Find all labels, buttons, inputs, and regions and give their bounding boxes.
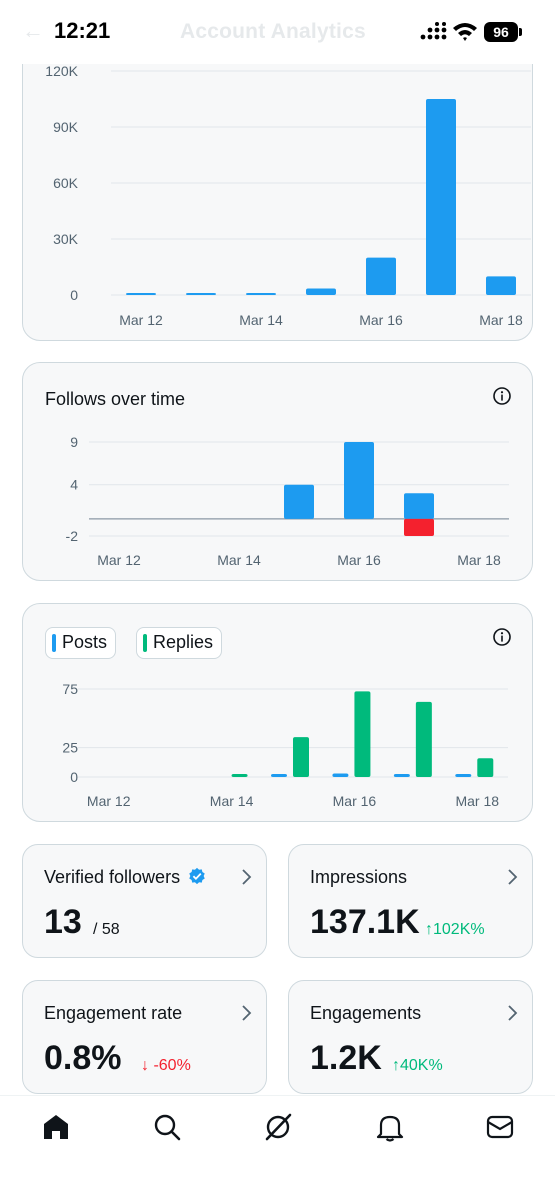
impressions-chart-card: 0 30K 60K 90K 120K Mar 12 Mar 14 Mar 16 Mar 18	[22, 20, 533, 341]
x-tick-label: Mar 16	[333, 793, 377, 809]
x-tick-label: Mar 12	[87, 793, 131, 809]
bar	[426, 99, 456, 295]
x-tick-label: Mar 18	[479, 312, 523, 328]
bar	[231, 774, 248, 777]
chevron-right-icon	[508, 1005, 518, 1021]
verified-followers-value: 13	[44, 903, 82, 941]
verified-followers-card[interactable]: Verified followers 13 / 58	[22, 844, 267, 958]
x-tick-label: Mar 18	[455, 793, 499, 809]
legend-replies-label: Replies	[153, 632, 214, 652]
y-tick-label: 90K	[53, 119, 79, 135]
bar	[332, 773, 349, 777]
search-icon[interactable]	[152, 1112, 182, 1142]
info-icon[interactable]	[492, 386, 512, 406]
bar	[404, 493, 434, 519]
y-tick-label: 4	[70, 477, 78, 493]
y-tick-label: 60K	[53, 175, 79, 191]
posts-swatch	[52, 634, 56, 652]
page-title: Account Analytics	[180, 20, 366, 43]
engagement-rate-card[interactable]: Engagement rate 0.8% ↓ -60%	[22, 980, 267, 1094]
verified-followers-label: Verified followers	[44, 867, 206, 888]
y-tick-label: 25	[62, 740, 78, 756]
bell-icon[interactable]	[375, 1112, 405, 1142]
follows-chart: -2 4 9 Mar 12 Mar 14 Mar 16 Mar 18	[66, 434, 509, 568]
bar	[404, 518, 434, 536]
follows-card: Follows over time -2 4 9 Mar 12 Mar 14 Mar 16…	[22, 362, 533, 581]
impressions-chart: 0 30K 60K 90K 120K Mar 12 Mar 14 Mar 16 Mar 18	[45, 63, 531, 328]
home-icon[interactable]	[41, 1112, 71, 1142]
bottom-nav	[0, 1095, 555, 1200]
bar	[186, 293, 216, 295]
bar	[284, 484, 314, 519]
bar	[486, 276, 516, 295]
engagements-card[interactable]: Engagements 1.2K ↑40K%	[288, 980, 533, 1094]
status-time: 12:21	[54, 18, 111, 43]
x-tick-label: Mar 14	[217, 552, 261, 568]
legend-replies[interactable]: Replies	[136, 627, 223, 659]
battery-tip	[519, 28, 522, 36]
x-tick-label: Mar 16	[337, 552, 381, 568]
replies-swatch	[143, 634, 147, 652]
engagement-rate-change: ↓ -60%	[141, 1057, 191, 1074]
impressions-card[interactable]: Impressions 137.1K ↑102K%	[288, 844, 533, 958]
verified-followers-total: / 58	[93, 921, 120, 938]
bar	[477, 758, 494, 777]
chevron-right-icon	[242, 1005, 252, 1021]
wifi-icon	[453, 23, 477, 41]
mail-icon[interactable]	[485, 1112, 515, 1142]
info-icon[interactable]	[492, 627, 512, 647]
x-tick-label: Mar 12	[97, 552, 141, 568]
battery-indicator: 96	[484, 22, 518, 42]
bar	[393, 774, 410, 777]
engagement-rate-label: Engagement rate	[44, 1003, 183, 1023]
x-tick-label: Mar 14	[210, 793, 254, 809]
x-tick-label: Mar 14	[239, 312, 283, 328]
grok-icon[interactable]	[263, 1112, 293, 1142]
y-tick-label: 120K	[45, 63, 78, 79]
posts-replies-chart: 0 25 75 Mar 12 Mar 14 Mar 16 Mar 18	[62, 681, 508, 809]
bar	[246, 293, 276, 295]
bar	[271, 774, 287, 777]
y-tick-label: 75	[62, 681, 78, 697]
chevron-right-icon	[508, 869, 518, 885]
impressions-value: 137.1K	[310, 903, 420, 941]
bar	[126, 293, 156, 295]
engagements-label: Engagements	[310, 1003, 422, 1023]
legend-posts-label: Posts	[62, 632, 108, 652]
engagements-value: 1.2K	[310, 1039, 382, 1077]
engagement-rate-value: 0.8%	[44, 1039, 122, 1077]
y-tick-label: 0	[70, 769, 78, 785]
x-tick-label: Mar 12	[119, 312, 163, 328]
legend-posts[interactable]: Posts	[45, 627, 117, 659]
x-tick-label: Mar 18	[457, 552, 501, 568]
bar	[366, 257, 396, 295]
status-bar: ← Account Analytics 12:21 96	[0, 0, 555, 64]
impressions-change: ↑102K%	[425, 921, 485, 938]
bar	[293, 737, 309, 777]
verified-badge-icon	[189, 867, 205, 885]
y-tick-label: -2	[66, 528, 79, 544]
bar	[306, 288, 336, 295]
bar	[415, 701, 432, 777]
back-arrow-icon[interactable]: ←	[22, 18, 44, 43]
bar	[354, 691, 371, 777]
posts-replies-card: Posts Replies 0 25 75 Mar 12 Mar 14 Mar 16 Mar…	[22, 603, 533, 822]
follows-card-title: Follows over time	[45, 389, 186, 409]
engagements-change: ↑40K%	[392, 1057, 443, 1074]
impressions-label: Impressions	[310, 867, 408, 887]
bar	[344, 442, 374, 519]
x-tick-label: Mar 16	[359, 312, 403, 328]
signal-icon	[420, 22, 447, 40]
bar	[455, 774, 472, 777]
y-tick-label: 30K	[53, 231, 79, 247]
y-tick-label: 0	[70, 287, 78, 303]
chevron-right-icon	[242, 869, 252, 885]
y-tick-label: 9	[70, 434, 78, 450]
